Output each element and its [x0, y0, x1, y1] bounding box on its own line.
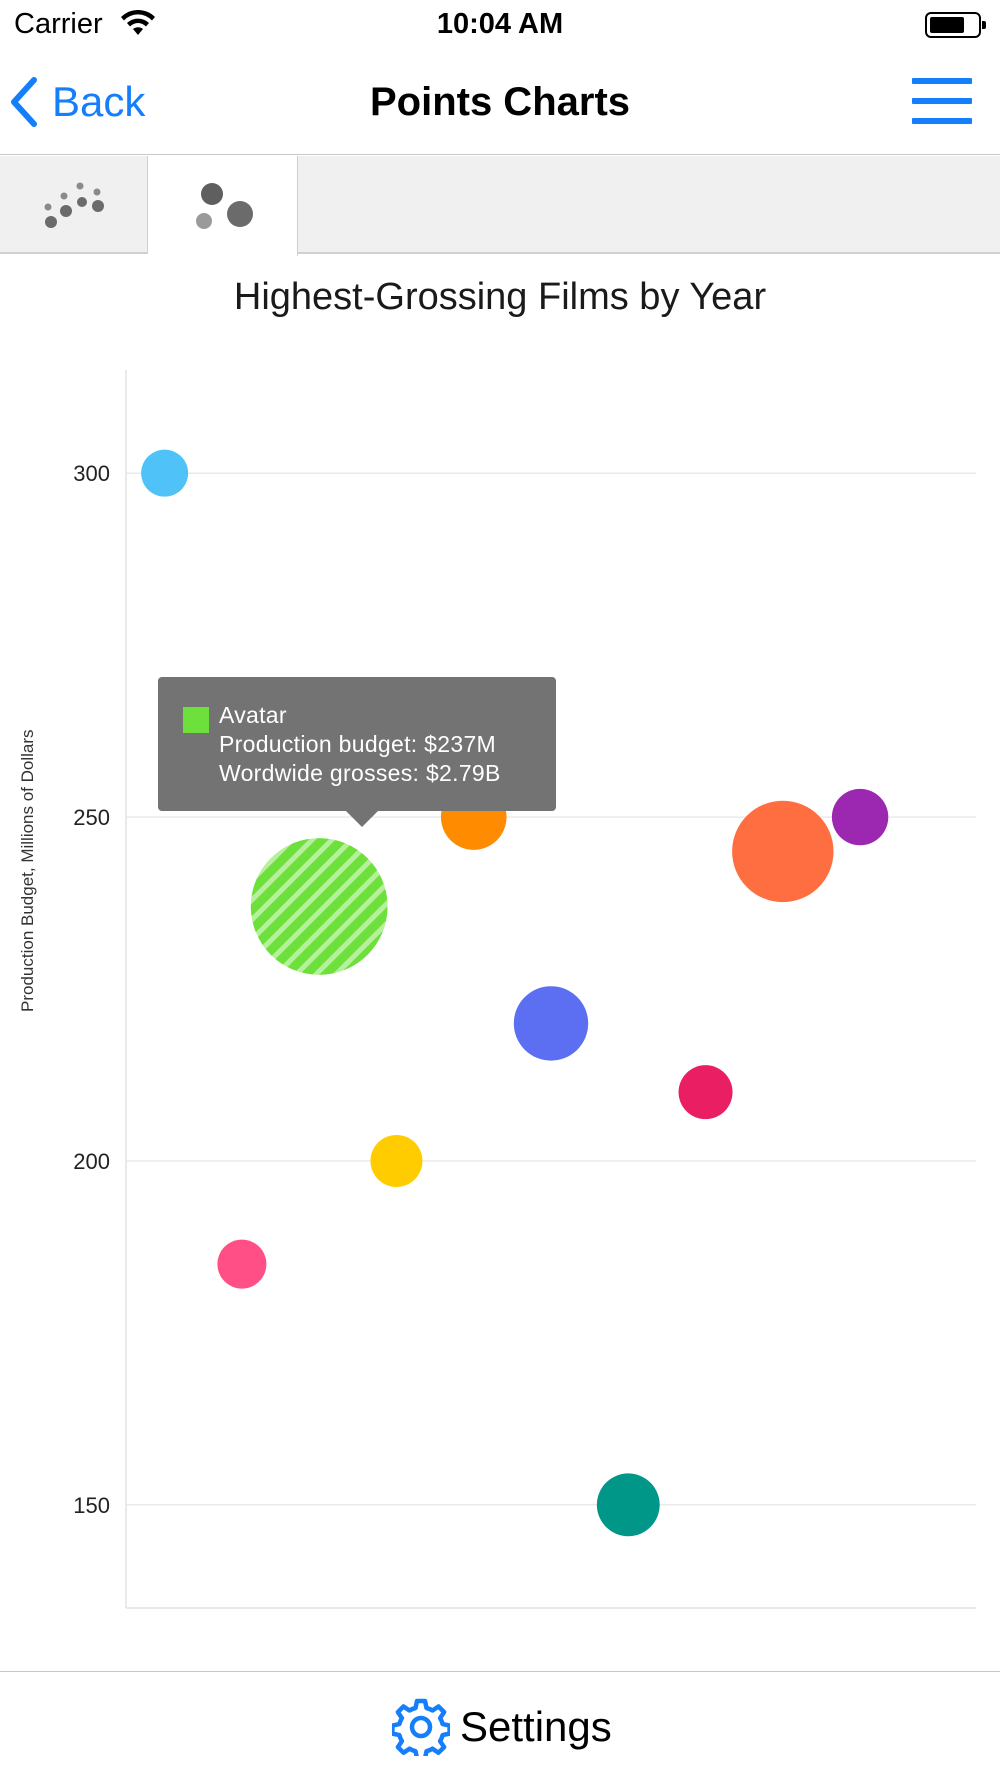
page-title: Points Charts [369, 80, 631, 124]
bubble-point [596, 1473, 660, 1537]
bubble-icon [196, 183, 253, 229]
tooltip-grosses: Wordwide grosses: $2.79B [219, 760, 501, 786]
chevron-left-icon [11, 77, 37, 127]
navigation-bar: Back Points Charts [0, 50, 1000, 155]
tab-scatter-chart[interactable] [0, 156, 148, 254]
data-point-tooltip: Avatar Production budget: $237M Wordwide… [158, 677, 556, 827]
chart-type-tabs [0, 156, 1000, 256]
bubble-point [831, 788, 889, 846]
bubble-point [513, 986, 589, 1061]
bubble-point [141, 449, 189, 497]
scatter-icon [44, 182, 104, 228]
bottom-toolbar: Settings [0, 1671, 1000, 1778]
clock-label: 10:04 AM [436, 8, 564, 40]
bubble-point [217, 1239, 267, 1289]
y-tick-label: 250 [73, 805, 110, 830]
tooltip-film-name: Avatar [219, 702, 287, 728]
settings-button[interactable]: Settings [392, 1695, 612, 1759]
chart-title: Highest-Grossing Films by Year [233, 276, 767, 318]
bubble-point [678, 1065, 733, 1120]
y-tick-label: 200 [73, 1149, 110, 1174]
wifi-icon [121, 9, 155, 35]
bubble-chart: 15020025030020082010201220142016 [73, 370, 976, 1609]
back-button[interactable]: Back [10, 72, 145, 132]
gear-icon [392, 1698, 450, 1756]
settings-label: Settings [460, 1703, 612, 1750]
back-label: Back [52, 78, 146, 125]
bubble-point-selected [250, 838, 388, 975]
bubble-point [370, 1134, 423, 1187]
carrier-label: Carrier [14, 8, 103, 40]
y-tick-label: 150 [73, 1493, 110, 1518]
y-tick-label: 300 [73, 461, 110, 486]
battery-icon [925, 12, 986, 38]
tooltip-budget: Production budget: $237M [219, 731, 497, 757]
series-color-swatch [183, 707, 209, 733]
bubble-point [732, 800, 834, 903]
status-bar: Carrier 10:04 AM [0, 0, 1000, 50]
tab-bubble-chart[interactable] [148, 156, 298, 256]
hamburger-menu-icon[interactable] [912, 78, 972, 126]
tooltip-arrow [346, 811, 378, 827]
